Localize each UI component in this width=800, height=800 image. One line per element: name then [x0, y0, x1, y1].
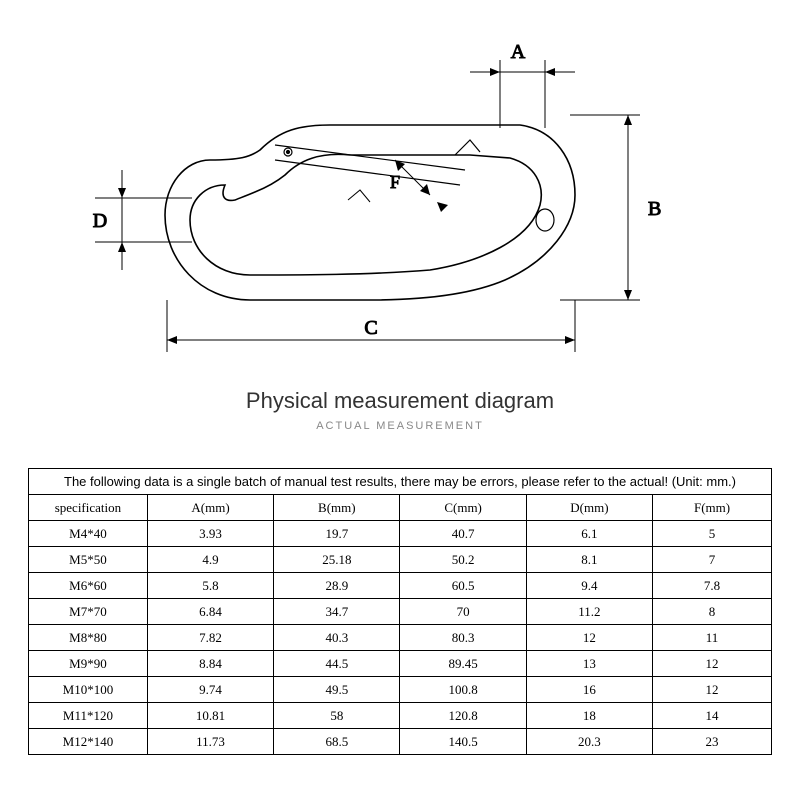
- table-cell: 120.8: [400, 703, 526, 729]
- table-cell: 8.84: [147, 651, 273, 677]
- table-header-cell: B(mm): [274, 495, 400, 521]
- table-cell: 12: [653, 651, 772, 677]
- carabiner-diagram: A B C: [0, 0, 800, 380]
- table-cell: M9*90: [29, 651, 148, 677]
- table-cell: 50.2: [400, 547, 526, 573]
- table-cell: 25.18: [274, 547, 400, 573]
- table-cell: 3.93: [147, 521, 273, 547]
- table-note-cell: The following data is a single batch of …: [29, 469, 772, 495]
- table-cell: 5.8: [147, 573, 273, 599]
- dimension-D: D: [93, 170, 192, 270]
- dimension-F: F: [348, 160, 448, 212]
- table-header-cell: specification: [29, 495, 148, 521]
- measurement-table: The following data is a single batch of …: [28, 468, 772, 755]
- page-canvas: A B C: [0, 0, 800, 800]
- table-cell: 13: [526, 651, 652, 677]
- table-cell: 6.84: [147, 599, 273, 625]
- dimension-B: B: [560, 115, 661, 300]
- table-cell: M12*140: [29, 729, 148, 755]
- table-cell: 10.81: [147, 703, 273, 729]
- table-cell: 44.5: [274, 651, 400, 677]
- table-header-cell: F(mm): [653, 495, 772, 521]
- dimension-C: C: [167, 300, 575, 352]
- table-row: M4*403.9319.740.76.15: [29, 521, 772, 547]
- table-cell: 12: [526, 625, 652, 651]
- table-row: M6*605.828.960.59.47.8: [29, 573, 772, 599]
- table-cell: 34.7: [274, 599, 400, 625]
- table-cell: M10*100: [29, 677, 148, 703]
- table-wrap: The following data is a single batch of …: [28, 468, 772, 755]
- table-cell: 7.8: [653, 573, 772, 599]
- table-cell: M7*70: [29, 599, 148, 625]
- table-cell: M8*80: [29, 625, 148, 651]
- label-A: A: [511, 41, 526, 63]
- table-cell: 19.7: [274, 521, 400, 547]
- table-cell: 68.5: [274, 729, 400, 755]
- table-cell: 80.3: [400, 625, 526, 651]
- table-row: M12*14011.7368.5140.520.323: [29, 729, 772, 755]
- table-cell: M4*40: [29, 521, 148, 547]
- label-B: B: [648, 198, 661, 220]
- table-cell: 70: [400, 599, 526, 625]
- table-header-cell: A(mm): [147, 495, 273, 521]
- table-cell: 40.7: [400, 521, 526, 547]
- gate-lines: [275, 140, 554, 231]
- table-row: M10*1009.7449.5100.81612: [29, 677, 772, 703]
- table-cell: 8: [653, 599, 772, 625]
- title-block: Physical measurement diagram ACTUAL MEAS…: [0, 388, 800, 432]
- table-cell: 7: [653, 547, 772, 573]
- title-sub: ACTUAL MEASUREMENT: [0, 420, 800, 432]
- table-cell: 49.5: [274, 677, 400, 703]
- table-cell: 28.9: [274, 573, 400, 599]
- table-cell: 89.45: [400, 651, 526, 677]
- table-cell: 100.8: [400, 677, 526, 703]
- table-cell: 12: [653, 677, 772, 703]
- table-cell: 16: [526, 677, 652, 703]
- table-cell: 140.5: [400, 729, 526, 755]
- table-cell: 9.4: [526, 573, 652, 599]
- table-note-row: The following data is a single batch of …: [29, 469, 772, 495]
- title-main: Physical measurement diagram: [0, 388, 800, 414]
- table-header-row: specificationA(mm)B(mm)C(mm)D(mm)F(mm): [29, 495, 772, 521]
- label-D: D: [93, 210, 107, 232]
- table-row: M9*908.8444.589.451312: [29, 651, 772, 677]
- table-cell: 11.73: [147, 729, 273, 755]
- table-cell: M6*60: [29, 573, 148, 599]
- table-cell: 8.1: [526, 547, 652, 573]
- label-C: C: [364, 317, 377, 339]
- table-cell: 4.9: [147, 547, 273, 573]
- table-row: M7*706.8434.77011.28: [29, 599, 772, 625]
- carabiner-outline: [165, 125, 575, 300]
- table-cell: 18: [526, 703, 652, 729]
- table-cell: M11*120: [29, 703, 148, 729]
- table-cell: 5: [653, 521, 772, 547]
- table-cell: 14: [653, 703, 772, 729]
- table-cell: 60.5: [400, 573, 526, 599]
- table-cell: M5*50: [29, 547, 148, 573]
- table-row: M8*807.8240.380.31211: [29, 625, 772, 651]
- table-cell: 58: [274, 703, 400, 729]
- table-cell: 40.3: [274, 625, 400, 651]
- table-cell: 20.3: [526, 729, 652, 755]
- dimension-A: A: [470, 41, 575, 128]
- table-cell: 23: [653, 729, 772, 755]
- table-header-cell: D(mm): [526, 495, 652, 521]
- table-cell: 11.2: [526, 599, 652, 625]
- table-cell: 6.1: [526, 521, 652, 547]
- diagram-area: A B C: [0, 0, 800, 380]
- table-cell: 7.82: [147, 625, 273, 651]
- table-row: M11*12010.8158120.81814: [29, 703, 772, 729]
- label-F: F: [390, 172, 400, 192]
- table-cell: 11: [653, 625, 772, 651]
- table-cell: 9.74: [147, 677, 273, 703]
- table-row: M5*504.925.1850.28.17: [29, 547, 772, 573]
- table-header-cell: C(mm): [400, 495, 526, 521]
